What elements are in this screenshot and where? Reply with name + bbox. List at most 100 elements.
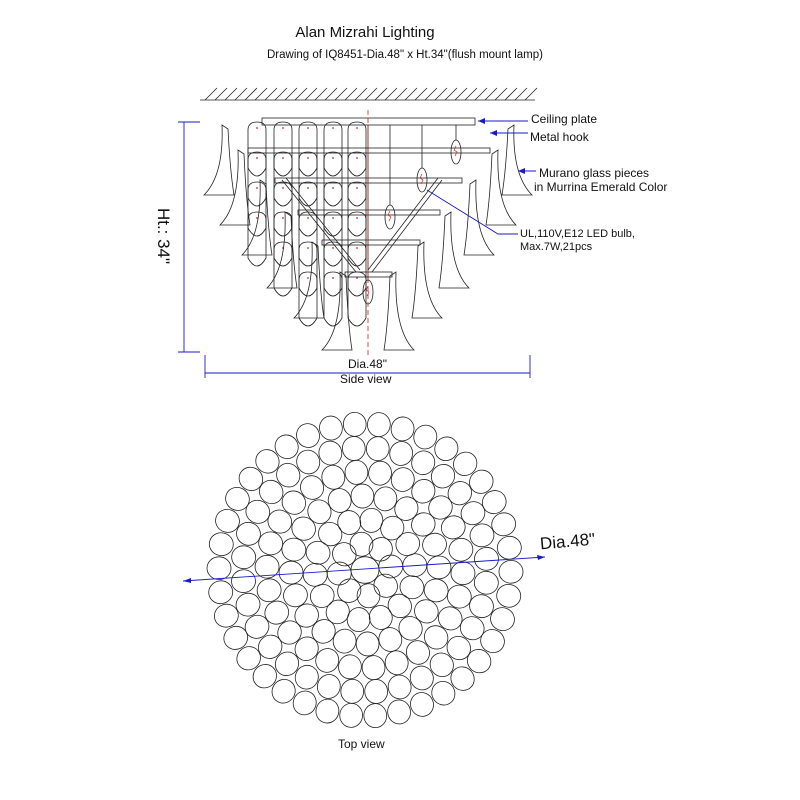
glass-piece-loop [447, 481, 472, 506]
glass-piece-loop [450, 666, 475, 691]
murano-glass-piece [323, 181, 343, 237]
glass-piece-loop [349, 531, 374, 557]
murano-glass-piece [323, 151, 343, 207]
glass-piece-loop [387, 593, 412, 619]
glass-piece-loop [413, 424, 438, 450]
flared-glass-tail [463, 179, 495, 256]
bulb-icon [416, 167, 428, 193]
glass-piece-loop [350, 483, 375, 509]
flared-glass-tail [438, 211, 470, 289]
bulb-filament [419, 173, 424, 185]
glass-pin [356, 157, 358, 159]
ceiling-hatch [274, 87, 288, 101]
glass-piece-loop [474, 547, 499, 571]
glass-pin [356, 247, 358, 249]
flared-glass-tail [219, 149, 251, 226]
glass-piece-loop [340, 678, 365, 704]
bulb-filament [453, 145, 458, 157]
glass-piece-loop [496, 535, 522, 560]
glass-piece-loop [296, 449, 321, 475]
glass-piece-loop [496, 583, 522, 608]
glass-piece-loop [271, 679, 296, 704]
glass-piece-loop [409, 665, 434, 691]
murano-glass-piece [298, 151, 318, 207]
glass-piece-loop [325, 599, 350, 625]
glass-piece-loop [296, 423, 320, 448]
glass-pin [332, 247, 334, 249]
bulb-filament [387, 210, 392, 222]
ceiling-hatch [244, 87, 258, 101]
murano-glass-piece [273, 151, 293, 207]
glass-piece-loop [428, 495, 453, 520]
side-view-drawing [178, 87, 538, 378]
ceiling-hatch [484, 87, 498, 101]
ceiling-hatch [524, 87, 538, 101]
ceiling-hatch [264, 87, 278, 101]
glass-piece-loop [373, 486, 398, 512]
glass-piece-loop [278, 560, 304, 585]
glass-piece-loop [429, 652, 454, 677]
flared-glass-tail [485, 149, 517, 226]
glass-piece-loop [411, 479, 436, 504]
glass-piece-loop [339, 702, 363, 728]
ceiling-hatch [514, 87, 528, 101]
glass-piece-loop [466, 649, 492, 674]
ceiling-hatch [354, 87, 368, 101]
glass-piece-loop [399, 575, 425, 600]
glass-piece-loop [364, 679, 388, 704]
glass-piece-loop [258, 634, 283, 659]
glass-pin [356, 217, 358, 219]
murano-glass-piece [273, 211, 293, 267]
ceiling-hatch [344, 87, 358, 101]
ceiling-plate [261, 117, 476, 126]
glass-pin [307, 127, 309, 129]
murano-glass-piece [323, 241, 343, 297]
glass-piece-loop [223, 625, 249, 650]
ceiling-hatch [254, 87, 268, 101]
callout-glass-line1: Murano glass pieces [539, 166, 650, 180]
arrow-icon [518, 168, 525, 174]
arrow-icon [490, 130, 497, 136]
side-height-label: Ht.: 34" [154, 207, 174, 265]
glass-pin [282, 127, 284, 129]
murano-glass-piece [298, 121, 318, 177]
glass-piece-loop [274, 651, 300, 676]
murano-glass-piece [247, 181, 267, 237]
glass-piece-loop [380, 515, 405, 541]
murano-glass-piece [323, 211, 343, 267]
arrow-icon [183, 578, 191, 583]
glass-piece-loop [215, 509, 240, 533]
ceiling-hatch [394, 87, 408, 101]
glass-pin [256, 157, 258, 159]
glass-piece-loop [283, 583, 308, 608]
glass-piece-loop [235, 592, 261, 617]
glass-piece-loop [321, 464, 346, 490]
glass-piece-loop [252, 664, 277, 689]
glass-piece-loop [307, 499, 332, 524]
arrow-icon [537, 555, 545, 560]
glass-piece-loop [414, 599, 439, 624]
ceiling-hatch [314, 87, 328, 101]
glass-pin [256, 127, 258, 129]
glass-piece-loop [490, 607, 515, 631]
glass-piece-loop [281, 490, 306, 515]
glass-pin [256, 187, 258, 189]
glass-piece-loop [394, 496, 419, 521]
drawing-subtitle: Drawing of IQ8451-Dia.48" x Ht.34"(flush… [267, 49, 543, 61]
ceiling-hatch [404, 87, 418, 101]
ceiling-hatch [284, 87, 298, 101]
glass-piece-loop [498, 560, 524, 584]
glass-piece-loop [480, 629, 505, 654]
glass-piece-loop [387, 674, 412, 700]
murano-glass-piece [298, 181, 318, 237]
murano-glass-piece [247, 121, 267, 177]
murano-glass-piece [347, 271, 367, 327]
glass-piece-loop [256, 578, 282, 603]
glass-piece-loop [365, 436, 390, 462]
glass-piece-loop [446, 635, 471, 661]
bulb-icon [450, 139, 462, 165]
callout-ceiling-plate: Ceiling plate [531, 112, 598, 126]
glass-piece-loop [431, 680, 456, 706]
glass-piece-loop [368, 460, 392, 486]
